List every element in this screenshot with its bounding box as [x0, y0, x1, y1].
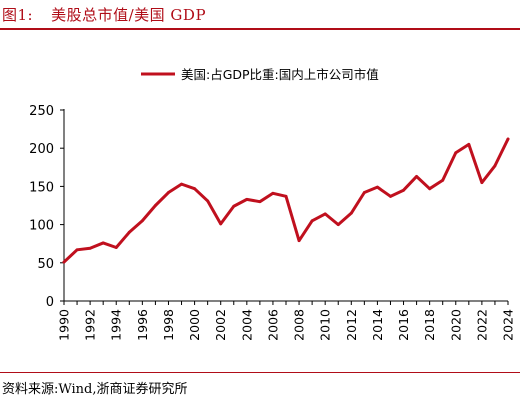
data-point: [180, 182, 183, 186]
series-line: [62, 137, 510, 264]
figure-title: 图1: 美股总市值/美国 GDP: [2, 4, 206, 25]
source-divider: [0, 372, 520, 373]
data-point: [323, 212, 327, 216]
figure-title-text: 美股总市值/美国 GDP: [51, 6, 207, 24]
data-point: [415, 175, 418, 178]
x-tick-label: 1990: [57, 309, 72, 341]
y-tick-label: 150: [29, 180, 54, 195]
figure-header: 图1: 美股总市值/美国 GDP: [0, 0, 520, 30]
data-point: [193, 187, 196, 191]
x-tick-label: 2006: [265, 309, 280, 341]
data-point: [167, 191, 170, 194]
x-tick-label: 2024: [501, 309, 516, 341]
x-tick-label: 2008: [292, 309, 307, 341]
data-point: [219, 222, 223, 226]
y-tick-label: 50: [37, 257, 54, 272]
chart-area: 美国:占GDP比重:国内上市公司市值 0 50 100 150 200 250 1990 199…: [0, 30, 520, 370]
data-point: [271, 191, 275, 195]
y-tick-label: 200: [29, 142, 54, 157]
x-tick-label: 2022: [474, 309, 489, 341]
x-tick-label: 2020: [448, 309, 463, 341]
y-tick-label: 100: [29, 219, 54, 234]
data-point: [114, 246, 118, 249]
data-point: [140, 219, 144, 223]
source-note: 资料来源:Wind,浙商证券研究所: [2, 382, 188, 397]
y-tick-label: 0: [46, 295, 54, 310]
data-point: [206, 199, 210, 203]
data-point: [310, 219, 314, 223]
title-divider: [0, 28, 520, 30]
data-point: [349, 211, 353, 215]
x-tick-label: 2004: [239, 309, 254, 341]
x-tick-label: 2000: [187, 309, 202, 341]
data-point: [75, 248, 79, 252]
x-tick-label: 1992: [83, 309, 98, 341]
x-tick-label: 1994: [109, 309, 124, 341]
data-point: [376, 185, 379, 189]
data-point: [480, 181, 484, 184]
data-point: [467, 142, 471, 146]
x-tick-label: 1998: [161, 309, 176, 341]
data-point: [284, 194, 288, 198]
data-point: [258, 200, 262, 204]
data-point: [62, 260, 66, 264]
data-point: [389, 194, 392, 198]
data-point: [245, 197, 249, 201]
data-point: [154, 204, 157, 207]
data-point: [232, 204, 236, 208]
x-tick-label: 2012: [344, 309, 359, 341]
x-tick-label: 1996: [135, 309, 150, 341]
x-tick-label: 2002: [213, 309, 228, 341]
legend-label: 美国:占GDP比重:国内上市公司市值: [181, 67, 379, 82]
x-tick-label: 2018: [422, 309, 437, 341]
data-point: [88, 246, 92, 250]
data-point: [127, 230, 131, 234]
x-tick-label: 2014: [370, 309, 385, 341]
data-point: [506, 137, 510, 141]
data-point: [454, 151, 458, 155]
data-point: [441, 178, 445, 182]
y-tick-label: 250: [29, 104, 54, 119]
data-point: [297, 239, 301, 243]
data-point: [362, 191, 366, 194]
x-tick-label: 2016: [396, 309, 411, 341]
data-point: [493, 164, 497, 168]
data-point: [402, 188, 405, 192]
data-point: [428, 187, 432, 191]
line-chart: 美国:占GDP比重:国内上市公司市值 0 50 100 150 200 250 1990 199…: [29, 67, 516, 341]
data-point: [101, 241, 105, 245]
data-point: [336, 223, 340, 227]
figure-number: 图1:: [2, 6, 34, 24]
x-tick-label: 2010: [318, 309, 333, 341]
